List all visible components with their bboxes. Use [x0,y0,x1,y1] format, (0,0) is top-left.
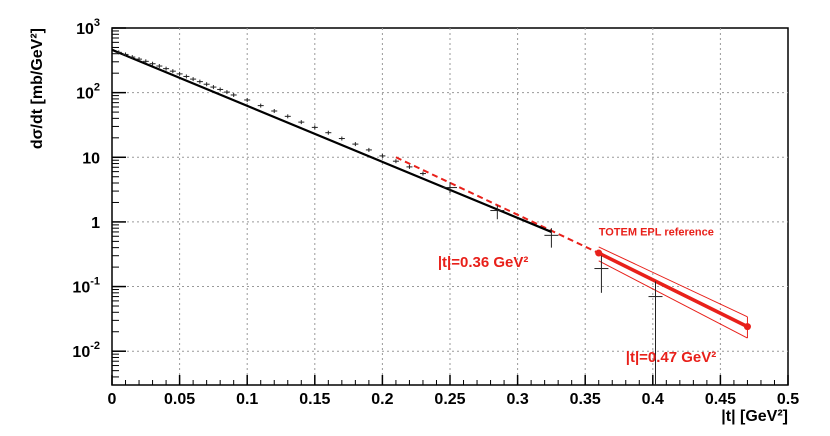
y-tick-label: 10-1 [72,276,100,297]
data-point [325,130,332,135]
data-point [163,66,170,71]
data-point [406,164,413,169]
data-point [210,85,217,90]
data-point [352,142,359,147]
reference-line [597,251,749,329]
y-tick-exponent: -2 [90,340,100,352]
fit-line [111,48,552,233]
data-point [169,69,176,74]
data-point [122,52,129,57]
x-tick-label: 0.1 [236,391,258,408]
y-axis-title: dσ/dt [mb/GeV²] [29,28,46,149]
x-tick-label: 0.3 [506,391,528,408]
y-tick-exponent: -1 [90,276,100,288]
reference-band-upper [598,246,748,318]
data-point [115,50,122,55]
data-point [257,103,264,108]
data-point [490,205,505,220]
x-tick-label: 0.25 [434,391,465,408]
data-point [544,228,559,248]
x-tick-label: 0.4 [642,391,664,408]
plot-frame [111,27,789,386]
y-tick-label: 10-2 [72,340,100,361]
y-tick-exponent: 2 [94,82,100,94]
data-point [136,57,143,62]
y-tick-base: 10 [72,344,90,361]
y-tick-base: 10 [76,21,94,38]
annotation-label: |t|=0.47 GeV² [626,349,717,366]
data-point [156,64,163,69]
data-point [379,153,386,158]
x-tick-label: 0.2 [371,391,393,408]
y-tick-base: 10 [72,280,90,297]
data-point [129,55,136,60]
y-tick-label: 1 [91,215,100,232]
reference-end-marker [743,323,751,331]
x-tick-label: 0.5 [777,391,799,408]
axis-ticks [111,27,789,386]
data-point [196,79,203,84]
data-point [183,74,190,79]
data-point [176,71,183,76]
y-tick-label: 103 [76,17,100,38]
y-tick-base: 10 [76,86,94,103]
data-point [149,61,156,66]
data-point [223,90,230,95]
data-point [338,136,345,141]
data-point [230,92,237,97]
x-tick-label: 0 [108,391,117,408]
y-tick-base: 1 [91,215,100,232]
data-point [443,182,457,194]
data-point [190,77,197,82]
data-point [365,147,372,152]
x-axis-title: |t| [GeV²] [721,408,788,425]
data-point [284,114,291,119]
y-tick-base: 10 [82,150,100,167]
data-point [311,125,318,130]
annotations: TOTEM EPL reference |t|=0.36 GeV² |t|=0.47… [438,226,716,366]
y-tick-label: 10 [82,150,100,167]
x-tick-label: 0.45 [705,391,736,408]
data-point [142,59,149,64]
extrapolation-line [395,156,600,254]
annotation-label: TOTEM EPL reference [599,226,714,238]
x-tick-labels: 0 0.05 0.1 0.15 0.2 0.25 0.3 0.35 0.4 0.45 0.5 [108,391,800,408]
annotation-label: |t|=0.36 GeV² [438,254,529,271]
data-point [298,120,305,125]
y-tick-exponent: 3 [94,17,100,29]
data-point [217,87,224,92]
data-point [648,281,663,385]
data-points [115,50,663,385]
reference-band-lower [598,260,748,339]
data-point [271,108,278,113]
data-point [244,97,251,102]
fit-lines [111,48,600,254]
reference-band [595,246,751,339]
data-point [594,255,609,293]
data-point [392,159,399,164]
x-tick-label: 0.15 [299,391,330,408]
y-tick-label: 102 [76,82,100,103]
data-point [419,171,426,176]
grid [112,28,788,385]
x-tick-label: 0.35 [570,391,601,408]
data-point [203,82,210,87]
x-tick-label: 0.05 [164,391,195,408]
